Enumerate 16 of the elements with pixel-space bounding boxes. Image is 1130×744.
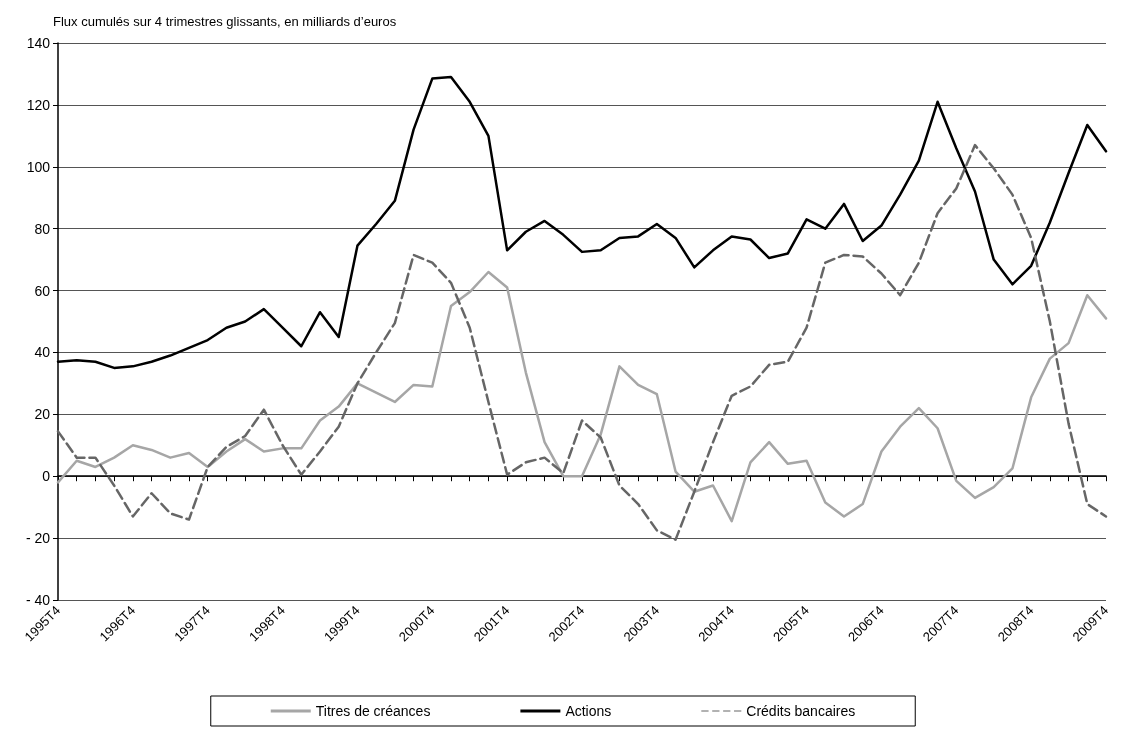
line-series	[56, 143, 1108, 541]
legend-label: Actions	[565, 703, 612, 719]
line-series	[56, 270, 1108, 523]
y-tick-label: 100	[26, 158, 51, 175]
y-tick-label: 20	[34, 406, 51, 423]
y-tick-label: 40	[34, 344, 51, 361]
y-tick-label: 120	[26, 96, 51, 113]
y-tick-label: 60	[34, 282, 51, 299]
y-tick-label: - 40	[25, 592, 51, 608]
y-tick-label: 140	[26, 35, 51, 51]
legend-label: Titres de créances	[315, 703, 431, 719]
y-tick-label: 0	[42, 468, 51, 485]
y-tick-label: 80	[34, 220, 51, 237]
y-tick-label: - 20	[25, 530, 51, 547]
legend-label: Crédits bancaires	[746, 703, 856, 719]
chart-title: Flux cumulés sur 4 trimestres glissants, en milliards d’euros	[53, 14, 397, 29]
